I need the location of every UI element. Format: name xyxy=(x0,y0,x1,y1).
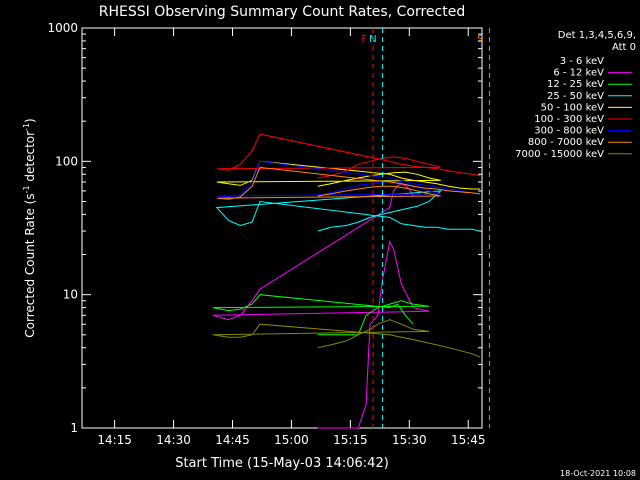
y-tick-label: 10 xyxy=(63,288,78,302)
footer-timestamp: 18-Oct-2021 10:08 xyxy=(560,469,636,478)
annotation-label: F xyxy=(361,34,367,45)
series-line xyxy=(215,190,481,232)
series-line xyxy=(216,166,481,200)
y-tick-label: 1000 xyxy=(47,21,78,35)
y-axis-label-mid: detector xyxy=(23,131,37,186)
x-tick-label: 14:15 xyxy=(97,433,132,447)
plot-area: 14:15 14:30 14:45 15:00 15:15 15:30 15:45 1 10 10… xyxy=(47,21,490,447)
legend-label: 3 - 6 keV xyxy=(560,56,604,67)
legend-label: 100 - 300 keV xyxy=(534,114,604,125)
y-axis-label-text: Corrected Count Rate (s xyxy=(23,193,37,337)
chart-title: RHESSI Observing Summary Count Rates, Co… xyxy=(99,4,465,20)
x-axis-label: Start Time (15-May-03 14:06:42) xyxy=(175,456,389,471)
y-tick-label: 1 xyxy=(70,421,78,435)
series-line xyxy=(216,133,481,179)
y-axis-label-sup2: -1 xyxy=(22,123,31,131)
y-axis-label: Corrected Count Rate (s-1 detector-1) xyxy=(22,118,37,337)
series-line xyxy=(216,160,481,198)
y-axis-label-sup: -1 xyxy=(22,185,31,193)
legend-label: 800 - 7000 keV xyxy=(528,137,604,148)
legend-label: 50 - 100 keV xyxy=(541,102,605,113)
series-line xyxy=(212,319,481,358)
legend-label: 6 - 12 keV xyxy=(553,68,604,79)
plot-frame xyxy=(81,27,483,429)
y-axis-label-end: ) xyxy=(23,118,37,123)
x-tick-label: 15:45 xyxy=(451,433,486,447)
y-tick-label: 100 xyxy=(55,154,78,168)
legend-header: Att 0 xyxy=(612,42,636,53)
legend-label: 300 - 800 keV xyxy=(534,126,604,137)
legend-label: 7000 - 15000 keV xyxy=(515,149,604,160)
annotation-label: S xyxy=(477,34,483,45)
x-tick-label: 15:00 xyxy=(274,433,309,447)
legend-header: Det 1,3,4,5,6,9, xyxy=(558,30,636,41)
x-tick-label: 15:15 xyxy=(333,433,368,447)
series-line xyxy=(211,189,431,429)
legend-label: 12 - 25 keV xyxy=(547,79,604,90)
x-tick-label: 14:45 xyxy=(215,433,250,447)
legend-label: 25 - 50 keV xyxy=(547,91,604,102)
series-line xyxy=(212,183,430,429)
x-tick-label: 14:30 xyxy=(156,433,191,447)
x-tick-label: 15:30 xyxy=(392,433,427,447)
